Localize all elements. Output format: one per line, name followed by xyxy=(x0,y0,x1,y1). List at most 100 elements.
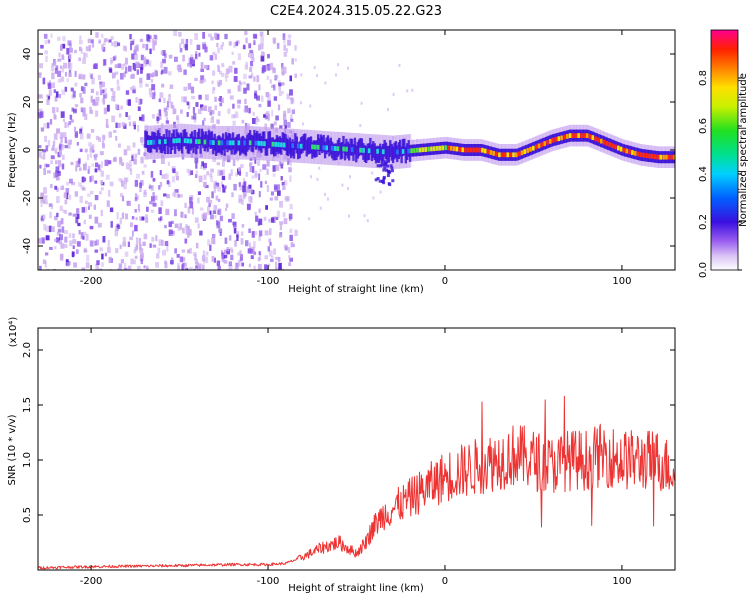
noise-speckle xyxy=(224,249,227,254)
noise-speckle xyxy=(128,164,132,171)
signal-core xyxy=(595,133,599,146)
signal-core xyxy=(195,137,198,155)
noise-speckle xyxy=(143,189,147,195)
signal-hot-cell xyxy=(376,148,379,154)
noise-speckle xyxy=(211,255,215,262)
noise-speckle xyxy=(248,52,251,58)
noise-speckle xyxy=(159,182,163,187)
noise-speckle xyxy=(98,222,103,228)
signal-hot-cell xyxy=(274,142,277,147)
noise-speckle xyxy=(188,169,191,177)
noise-speckle xyxy=(191,207,194,215)
signal-hot-cell xyxy=(588,134,592,139)
noise-speckle xyxy=(240,231,244,236)
noise-speckle xyxy=(119,193,123,197)
signal-hot-cell xyxy=(636,151,640,157)
noise-speckle xyxy=(146,73,151,80)
noise-speckle xyxy=(103,59,107,66)
noise-speckle xyxy=(131,53,135,60)
noise-speckle xyxy=(411,88,414,92)
noise-speckle xyxy=(94,249,99,253)
noise-speckle xyxy=(197,191,201,195)
noise-speckle xyxy=(76,142,79,146)
noise-speckle xyxy=(220,44,223,50)
signal-core xyxy=(326,135,330,153)
noise-speckle xyxy=(216,260,221,267)
noise-speckle xyxy=(265,66,269,71)
noise-speckle xyxy=(270,256,274,263)
noise-speckle xyxy=(79,132,84,140)
noise-speckle xyxy=(174,209,177,217)
noise-speckle xyxy=(287,40,291,46)
noise-speckle xyxy=(49,119,53,125)
noise-speckle xyxy=(238,167,241,172)
signal-core xyxy=(445,141,449,154)
signal-core xyxy=(290,141,293,159)
signal-core xyxy=(655,150,658,163)
noise-speckle xyxy=(60,111,65,118)
noise-speckle xyxy=(269,241,272,246)
signal-core xyxy=(411,144,415,157)
noise-speckle xyxy=(113,130,117,134)
signal-core xyxy=(381,179,385,183)
noise-speckle xyxy=(143,265,146,269)
noise-speckle xyxy=(40,44,44,49)
noise-speckle xyxy=(146,265,149,270)
signal-core xyxy=(264,138,267,156)
noise-speckle xyxy=(95,263,99,270)
noise-speckle xyxy=(219,231,222,237)
noise-speckle xyxy=(178,194,183,198)
signal-hot-cell xyxy=(237,140,241,146)
noise-speckle xyxy=(288,213,293,220)
noise-speckle xyxy=(221,63,225,68)
noise-speckle xyxy=(46,122,50,129)
signal-hot-cell xyxy=(594,136,597,142)
signal-core xyxy=(295,136,298,154)
noise-speckle xyxy=(73,262,78,268)
noise-speckle xyxy=(237,168,241,175)
noise-speckle xyxy=(125,213,129,220)
signal-core xyxy=(397,142,400,159)
noise-speckle xyxy=(267,93,271,101)
noise-speckle xyxy=(217,66,220,72)
y-tick-label: 1.5 xyxy=(22,397,33,413)
noise-speckle xyxy=(194,77,198,82)
noise-speckle xyxy=(327,197,329,201)
noise-speckle xyxy=(139,182,142,189)
noise-speckle xyxy=(155,235,158,242)
noise-speckle xyxy=(335,73,337,77)
noise-speckle xyxy=(183,262,187,267)
noise-speckle xyxy=(83,52,88,58)
noise-speckle xyxy=(94,157,97,161)
signal-core xyxy=(173,137,177,154)
noise-speckle xyxy=(105,174,110,180)
colorbar-tick-label: 0.0 xyxy=(698,262,709,278)
noise-speckle xyxy=(101,33,104,39)
noise-speckle xyxy=(278,234,283,238)
signal-hot-cell xyxy=(650,153,654,159)
noise-speckle xyxy=(289,228,293,233)
signal-core xyxy=(234,136,238,154)
noise-speckle xyxy=(309,104,312,108)
noise-speckle xyxy=(273,96,278,101)
noise-speckle xyxy=(222,160,225,167)
noise-speckle xyxy=(234,240,237,247)
noise-speckle xyxy=(95,32,99,38)
noise-speckle xyxy=(159,170,162,176)
noise-speckle xyxy=(88,202,92,207)
noise-speckle xyxy=(225,76,228,82)
noise-speckle xyxy=(204,46,208,53)
signal-core xyxy=(386,169,390,173)
signal-core xyxy=(632,146,635,159)
signal-core xyxy=(182,129,185,147)
signal-hot-cell xyxy=(203,139,207,145)
noise-speckle xyxy=(78,229,81,235)
signal-core xyxy=(400,146,403,164)
noise-speckle xyxy=(69,114,73,120)
noise-speckle xyxy=(126,145,131,151)
signal-core xyxy=(383,139,386,157)
noise-speckle xyxy=(244,64,249,70)
noise-speckle xyxy=(248,107,251,114)
signal-core xyxy=(223,139,226,156)
signal-hot-cell xyxy=(229,140,232,146)
